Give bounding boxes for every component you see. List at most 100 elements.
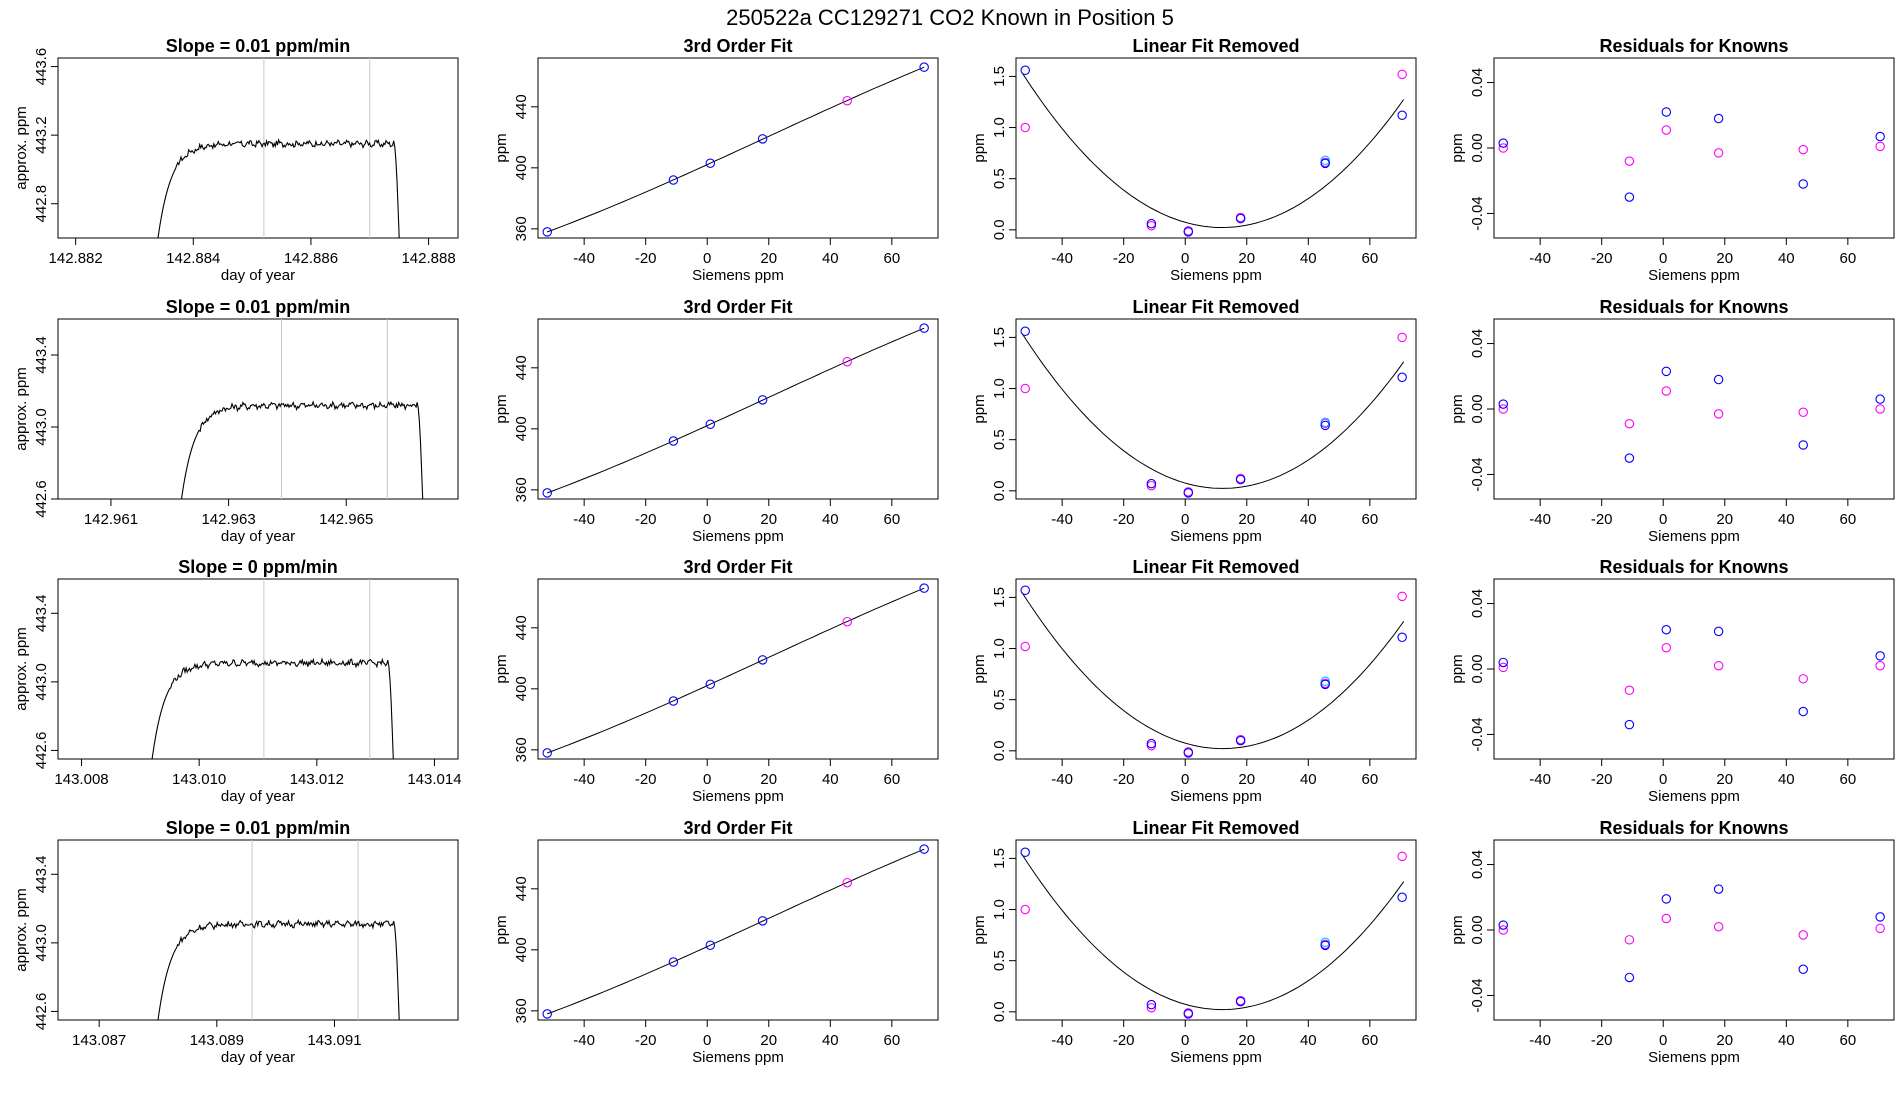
x-tick-label: 142.888 (401, 250, 455, 267)
y-tick-label: 442.8 (33, 185, 50, 223)
y-tick-label: 1.5 (991, 848, 1008, 869)
x-tick-label: 60 (1362, 511, 1379, 528)
x-tick-label: 20 (1238, 511, 1255, 528)
plot-frame (57, 839, 459, 1021)
y-tick-label: 0.04 (1469, 68, 1486, 97)
fit-point-magenta (842, 95, 852, 106)
plot-frame (1493, 578, 1895, 760)
panel-title: Residuals for Knowns (1599, 818, 1788, 838)
residual-point-magenta (1498, 662, 1508, 673)
x-tick-label: 20 (1238, 250, 1255, 267)
removed-point-blue (1320, 420, 1330, 431)
x-tick-label: 20 (760, 250, 777, 267)
residual-point-magenta (1713, 660, 1724, 671)
residuals-panel: Residuals for Knowns -40 -20 0 20 40 60 -0.04 0.… (1449, 818, 1895, 1066)
x-tick-label: 0 (703, 771, 711, 788)
residual-point-blue (1713, 884, 1724, 894)
x-tick-label: 40 (1300, 771, 1317, 788)
removed-panel: Linear Fit Removed -40 -20 0 20 40 60 0.0 0.5 1.0… (971, 297, 1417, 545)
residual-point-blue (1875, 651, 1885, 661)
x-axis-label: Siemens ppm (1648, 267, 1740, 284)
removed-point-cyan (1320, 417, 1330, 428)
residual-point-blue (1661, 894, 1672, 904)
residual-point-blue (1798, 179, 1808, 189)
fit-curve (547, 587, 925, 754)
panel-title: Residuals for Knowns (1599, 36, 1788, 56)
fit-panel: 3rd Order Fit -40 -20 0 20 40 60 360 400 440 Sieme… (493, 557, 939, 805)
x-tick-label: 60 (884, 771, 901, 788)
removed-point-blue (1397, 372, 1407, 383)
x-tick-label: -40 (1051, 250, 1073, 267)
fit-point-blue (757, 134, 768, 144)
residual-point-magenta (1498, 925, 1508, 935)
x-tick-label: 60 (1840, 511, 1857, 528)
fit-panel: 3rd Order Fit -40 -20 0 20 40 60 360 400 440 Sieme… (493, 297, 939, 545)
x-tick-label: 40 (822, 771, 839, 788)
fit-point-blue (757, 655, 768, 665)
y-tick-label: 443.4 (33, 856, 50, 894)
residual-point-magenta (1624, 685, 1635, 696)
fit-curve (547, 327, 925, 494)
panel-title: 3rd Order Fit (683, 297, 792, 317)
y-tick-label: 1.5 (991, 587, 1008, 608)
residual-point-blue (1498, 138, 1508, 148)
x-tick-label: -40 (1051, 1032, 1073, 1049)
x-axis-label: day of year (221, 528, 295, 545)
x-tick-label: 0 (703, 250, 711, 267)
residual-point-magenta (1798, 930, 1808, 940)
residual-point-magenta (1713, 409, 1724, 419)
x-tick-label: 60 (1362, 1032, 1379, 1049)
y-tick-label: 0.0 (991, 480, 1008, 501)
trace-line (151, 657, 394, 760)
x-tick-label: -40 (1529, 1032, 1551, 1049)
y-tick-label: -0.04 (1469, 457, 1486, 491)
x-tick-label: -20 (1113, 250, 1135, 267)
y-axis-label: ppm (1449, 133, 1466, 162)
y-tick-label: 360 (513, 216, 530, 241)
y-tick-label: 0.00 (1469, 394, 1486, 423)
removed-point-magenta (1020, 904, 1030, 915)
residual-point-blue (1798, 440, 1808, 450)
fit-panel: 3rd Order Fit -40 -20 0 20 40 60 360 400 440 Sieme… (493, 36, 939, 284)
x-tick-label: 0 (1659, 250, 1667, 267)
removed-panel: Linear Fit Removed -40 -20 0 20 40 60 0.0 0.5 1.0… (971, 557, 1417, 805)
x-tick-label: 142.963 (201, 511, 255, 528)
x-tick-label: 143.087 (72, 1032, 126, 1049)
x-tick-label: -20 (1591, 1032, 1613, 1049)
removed-point-cyan (1320, 937, 1330, 948)
x-tick-label: 0 (1181, 511, 1189, 528)
y-axis-label: ppm (971, 915, 988, 944)
fit-point-blue (757, 916, 768, 926)
removed-point-cyan (1320, 676, 1330, 687)
fit-point-blue (919, 323, 929, 333)
x-tick-label: 20 (1716, 511, 1733, 528)
panel-grid: Slope = 0.01 ppm/min 142.882 142.884 142.88… (13, 36, 1895, 1066)
residual-point-magenta (1661, 125, 1672, 135)
plot-frame (537, 57, 939, 239)
panel-title: Linear Fit Removed (1132, 818, 1299, 838)
removed-point-blue (1235, 735, 1246, 746)
x-axis-label: Siemens ppm (1648, 788, 1740, 805)
residual-point-magenta (1661, 386, 1672, 396)
residual-point-blue (1624, 972, 1635, 983)
panel-title: 3rd Order Fit (683, 36, 792, 56)
removed-point-magenta (1397, 332, 1407, 343)
x-tick-label: -40 (573, 1032, 595, 1049)
residuals-panel: Residuals for Knowns -40 -20 0 20 40 60 -0.04 0.… (1449, 297, 1895, 545)
removed-point-blue (1020, 847, 1030, 858)
removed-point-blue (1397, 632, 1407, 643)
x-tick-label: -20 (635, 771, 657, 788)
x-tick-label: -20 (635, 1032, 657, 1049)
y-tick-label: 440 (513, 615, 530, 640)
y-tick-label: -0.04 (1469, 978, 1486, 1012)
x-axis-label: Siemens ppm (692, 267, 784, 284)
residual-point-blue (1875, 131, 1885, 142)
x-tick-label: 20 (760, 511, 777, 528)
residual-point-magenta (1661, 642, 1672, 653)
removed-point-blue (1320, 679, 1330, 690)
residual-point-blue (1624, 453, 1635, 463)
x-axis-label: Siemens ppm (692, 528, 784, 545)
slope-panel: Slope = 0 ppm/min 143.008 143.010 143.012 14… (13, 557, 462, 805)
x-tick-label: 60 (1840, 771, 1857, 788)
y-tick-label: 360 (513, 737, 530, 762)
